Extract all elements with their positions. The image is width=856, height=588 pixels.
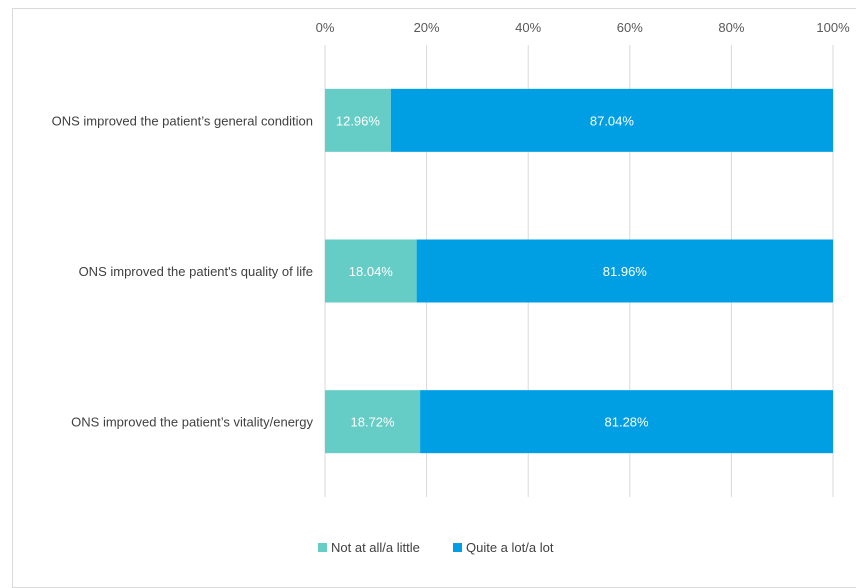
bar-segment [325, 88, 391, 152]
x-tick-label: 60% [617, 20, 643, 35]
x-tick-label: 80% [718, 20, 744, 35]
x-tick-label: 100% [816, 20, 850, 35]
legend-swatch [453, 543, 462, 552]
bar-segment [420, 390, 833, 454]
bar-segment [416, 239, 833, 303]
category-label: ONS improved the patient's quality of li… [79, 264, 313, 279]
data-label: 12.96% [336, 113, 381, 128]
data-label: 18.72% [351, 415, 396, 430]
category-label: ONS improved the patient’s vitality/ener… [71, 415, 313, 430]
x-tick-label: 40% [515, 20, 541, 35]
legend-label: Not at all/a little [331, 540, 420, 555]
x-tick-label: 20% [414, 20, 440, 35]
data-label: 81.28% [605, 415, 650, 430]
data-label: 81.96% [603, 264, 648, 279]
legend-swatch [318, 543, 327, 552]
bar-segment [325, 390, 421, 454]
data-label: 18.04% [349, 264, 394, 279]
category-label: ONS improved the patient’s general condi… [52, 113, 313, 128]
x-tick-label: 0% [316, 20, 335, 35]
chart: 0% 20% 40% 60% 80% 100% ONS improved the patie… [12, 8, 856, 588]
stacked-bar-chart: 0% 20% 40% 60% 80% 100% ONS improved the patie… [52, 20, 850, 555]
legend-label: Quite a lot/a lot [466, 540, 554, 555]
data-label: 87.04% [590, 113, 635, 128]
bar-segment [390, 88, 833, 152]
bar-segment [325, 239, 417, 303]
